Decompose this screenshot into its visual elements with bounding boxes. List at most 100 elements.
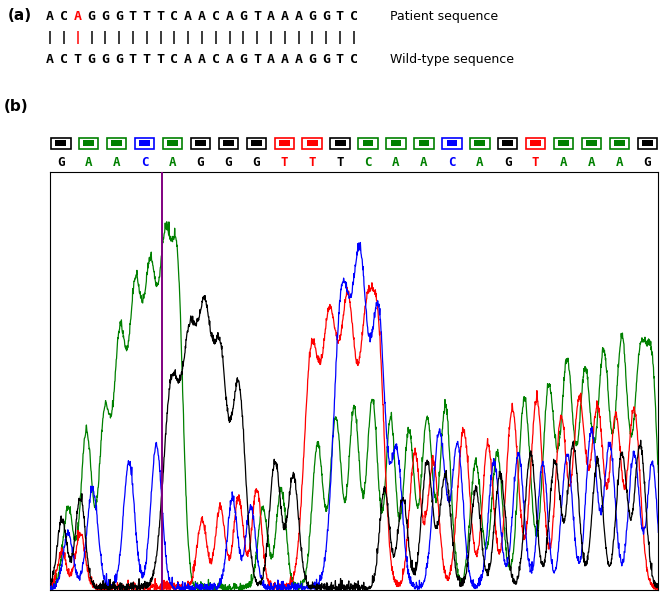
Text: |: | xyxy=(101,31,109,44)
Text: A: A xyxy=(420,155,428,169)
Text: G: G xyxy=(308,10,316,23)
Bar xyxy=(83,140,94,146)
Text: |: | xyxy=(350,31,358,44)
Text: C: C xyxy=(448,155,456,169)
Text: G: G xyxy=(225,155,232,169)
Bar xyxy=(386,138,406,149)
Text: |: | xyxy=(142,31,150,44)
Text: |: | xyxy=(267,31,275,44)
Text: G: G xyxy=(308,53,316,66)
Text: A: A xyxy=(85,155,92,169)
Bar xyxy=(79,138,98,149)
Bar xyxy=(331,138,350,149)
Bar xyxy=(446,140,458,146)
Bar xyxy=(502,140,513,146)
Text: T: T xyxy=(336,53,344,66)
Text: |: | xyxy=(184,31,192,44)
Bar xyxy=(251,140,262,146)
Text: A: A xyxy=(46,53,54,66)
Text: |: | xyxy=(253,31,261,44)
Text: T: T xyxy=(336,10,344,23)
Bar xyxy=(163,138,182,149)
Bar xyxy=(223,140,234,146)
Text: C: C xyxy=(364,155,372,169)
Text: C: C xyxy=(141,155,148,169)
Text: A: A xyxy=(392,155,400,169)
Bar xyxy=(474,140,485,146)
Bar xyxy=(139,140,150,146)
Bar xyxy=(470,138,489,149)
Bar xyxy=(275,138,294,149)
Text: A: A xyxy=(267,10,275,23)
Text: C: C xyxy=(170,53,178,66)
Text: T: T xyxy=(281,155,288,169)
Text: A: A xyxy=(184,53,192,66)
Text: |: | xyxy=(225,31,233,44)
Text: G: G xyxy=(115,53,123,66)
Text: |: | xyxy=(336,31,344,44)
Text: A: A xyxy=(46,10,54,23)
Text: A: A xyxy=(198,53,205,66)
Bar xyxy=(195,140,206,146)
Text: |: | xyxy=(46,31,54,44)
Bar xyxy=(582,138,601,149)
Bar xyxy=(498,138,517,149)
Text: T: T xyxy=(142,10,150,23)
Bar xyxy=(191,138,210,149)
Bar xyxy=(390,140,402,146)
Bar xyxy=(554,138,573,149)
Bar xyxy=(526,138,545,149)
Text: G: G xyxy=(101,10,109,23)
Text: T: T xyxy=(532,155,539,169)
Text: Wild-type sequence: Wild-type sequence xyxy=(390,53,514,66)
Text: G: G xyxy=(87,53,95,66)
Text: Patient sequence: Patient sequence xyxy=(390,10,498,23)
Text: C: C xyxy=(211,10,219,23)
Text: A: A xyxy=(588,155,595,169)
Text: |: | xyxy=(198,31,205,44)
Text: T: T xyxy=(309,155,316,169)
Bar xyxy=(167,140,178,146)
Bar xyxy=(307,140,318,146)
Bar xyxy=(111,140,122,146)
Text: |: | xyxy=(211,31,219,44)
Bar xyxy=(614,140,625,146)
Text: C: C xyxy=(350,53,358,66)
Text: |: | xyxy=(295,31,303,44)
Text: C: C xyxy=(170,10,178,23)
Bar xyxy=(642,140,653,146)
Text: T: T xyxy=(336,155,344,169)
Text: A: A xyxy=(295,53,303,66)
Text: C: C xyxy=(60,53,68,66)
Text: G: G xyxy=(239,10,247,23)
Bar xyxy=(530,140,541,146)
Text: A: A xyxy=(198,10,205,23)
Text: T: T xyxy=(156,53,164,66)
Bar xyxy=(358,138,378,149)
Text: C: C xyxy=(211,53,219,66)
Text: |: | xyxy=(87,31,95,44)
Text: G: G xyxy=(644,155,651,169)
Text: G: G xyxy=(87,10,95,23)
Text: G: G xyxy=(253,155,260,169)
Text: |: | xyxy=(74,31,82,44)
Text: |: | xyxy=(170,31,178,44)
Text: G: G xyxy=(57,155,65,169)
Bar xyxy=(558,140,569,146)
Bar xyxy=(247,138,266,149)
Text: T: T xyxy=(129,10,137,23)
Text: T: T xyxy=(74,53,82,66)
Text: |: | xyxy=(322,31,330,44)
Text: G: G xyxy=(322,53,330,66)
Bar xyxy=(219,138,238,149)
Text: C: C xyxy=(350,10,358,23)
Text: |: | xyxy=(156,31,164,44)
Bar xyxy=(55,140,66,146)
Text: A: A xyxy=(616,155,623,169)
Text: T: T xyxy=(253,53,261,66)
Bar xyxy=(442,138,462,149)
Text: A: A xyxy=(267,53,275,66)
Bar xyxy=(279,140,290,146)
Bar xyxy=(334,140,346,146)
Text: G: G xyxy=(322,10,330,23)
